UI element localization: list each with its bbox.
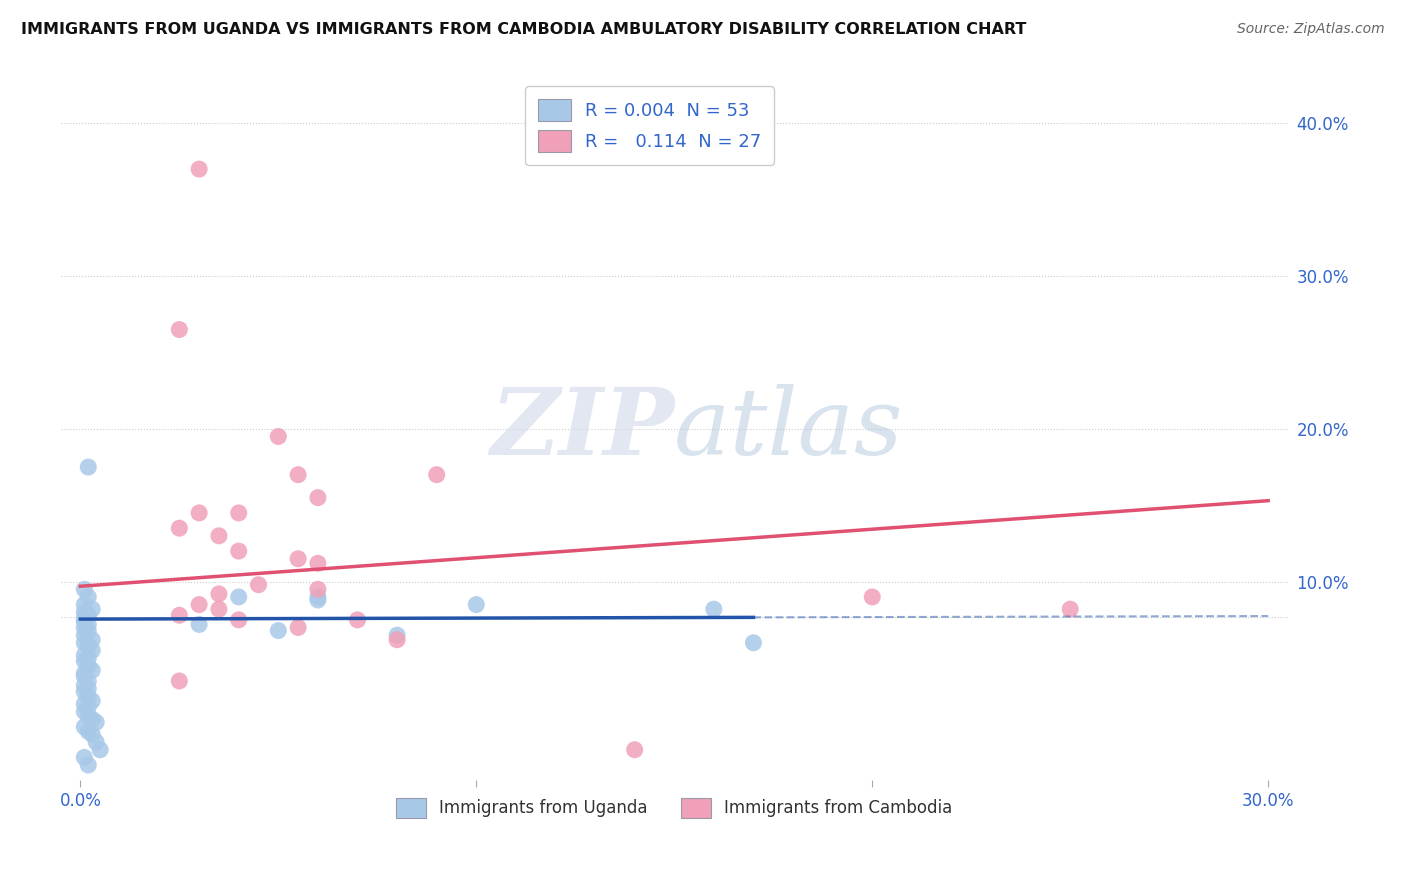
Point [73,697,96,711]
Point [208,587,231,601]
Point [307,557,329,571]
Point [73,620,96,634]
Point [82,727,104,741]
Point [73,611,96,625]
Point [169,322,191,336]
Point [169,673,191,688]
Point [77,658,100,673]
Point [73,679,96,693]
Point [82,663,104,677]
Point [77,460,100,475]
Point [77,690,100,704]
Point [77,709,100,723]
Point [84,715,107,730]
Point [73,605,96,619]
Point [77,724,100,739]
Point [77,758,100,772]
Point [307,491,329,505]
Text: ZIP: ZIP [491,384,675,474]
Point [73,654,96,668]
Point [73,720,96,734]
Point [465,598,488,612]
Point [307,582,329,597]
Text: atlas: atlas [675,384,904,474]
Point [73,705,96,719]
Point [77,608,100,623]
Point [426,467,449,482]
Point [82,712,104,726]
Point [208,529,231,543]
Point [623,743,645,757]
Point [287,551,309,566]
Text: Source: ZipAtlas.com: Source: ZipAtlas.com [1237,22,1385,37]
Point [82,694,104,708]
Point [73,684,96,698]
Point [228,544,250,558]
Point [77,700,100,714]
Point [73,750,96,764]
Point [267,429,290,443]
Point [860,590,883,604]
Point [82,643,104,657]
Point [208,602,231,616]
Point [228,506,250,520]
Text: IMMIGRANTS FROM UGANDA VS IMMIGRANTS FROM CAMBODIA AMBULATORY DISABILITY CORRELA: IMMIGRANTS FROM UGANDA VS IMMIGRANTS FRO… [21,22,1026,37]
Point [73,636,96,650]
Point [287,620,309,634]
Point [346,613,368,627]
Point [73,615,96,629]
Point [73,582,96,597]
Point [73,669,96,683]
Point [188,162,211,177]
Point [307,593,329,607]
Point [1059,602,1081,616]
Point [169,521,191,535]
Point [247,578,270,592]
Point [82,602,104,616]
Point [307,590,329,604]
Point [742,636,765,650]
Point [82,632,104,647]
Point [84,735,107,749]
Point [73,666,96,681]
Point [228,590,250,604]
Point [77,681,100,696]
Point [385,628,408,642]
Point [77,617,100,632]
Point [73,648,96,662]
Point [77,639,100,653]
Point [77,673,100,688]
Point [287,467,309,482]
Point [89,743,111,757]
Point [73,598,96,612]
Legend: Immigrants from Uganda, Immigrants from Cambodia: Immigrants from Uganda, Immigrants from … [389,791,959,825]
Point [77,590,100,604]
Point [188,506,211,520]
Point [267,624,290,638]
Point [188,598,211,612]
Point [77,624,100,638]
Point [703,602,725,616]
Point [169,608,191,623]
Point [385,632,408,647]
Point [188,617,211,632]
Point [77,651,100,665]
Point [77,639,100,653]
Point [228,613,250,627]
Point [73,628,96,642]
